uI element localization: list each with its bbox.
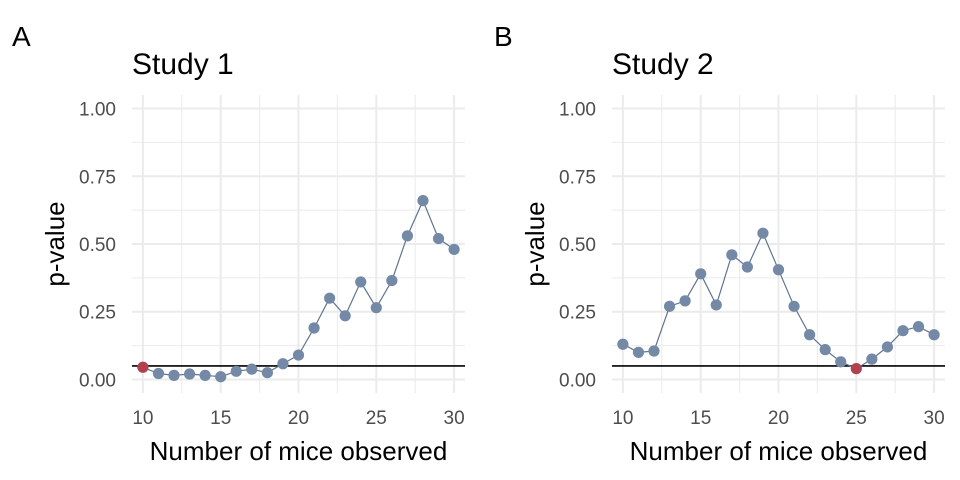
panel-tag: A [12, 21, 31, 52]
x-tick-label: 30 [924, 408, 945, 429]
x-tick-label: 20 [288, 408, 309, 429]
data-point [401, 230, 414, 242]
data-point [230, 365, 242, 377]
data-point [710, 299, 722, 311]
data-point [819, 344, 831, 356]
data-point [881, 341, 894, 353]
data-point [632, 346, 645, 358]
x-tick-label: 25 [366, 408, 387, 429]
data-point [246, 363, 258, 375]
data-point [648, 345, 660, 357]
y-tick-label: 1.00 [559, 100, 596, 121]
data-point [324, 292, 336, 304]
data-point [663, 300, 676, 312]
highlighted-data-point [850, 363, 862, 375]
data-point [308, 322, 320, 334]
data-point [757, 227, 769, 239]
data-point [339, 310, 351, 322]
data-point [928, 329, 940, 341]
x-tick-label: 25 [846, 408, 867, 429]
x-tick-label: 20 [768, 408, 789, 429]
x-tick-label: 10 [612, 408, 633, 429]
y-axis-label: p-value [40, 201, 70, 286]
y-tick-label: 0.25 [559, 303, 596, 324]
highlighted-data-point [137, 361, 149, 373]
data-point [741, 261, 753, 273]
data-point [772, 264, 785, 276]
panel-tag: B [494, 21, 513, 52]
panel-a: 0.00 0.25 0.50 0.75 1.00 10 15 20 25 30 Number of … [12, 21, 465, 466]
grid [132, 95, 465, 393]
data-point [199, 369, 211, 381]
data-point [277, 358, 289, 370]
panel-title: Study 2 [612, 48, 714, 81]
data-point [261, 367, 273, 379]
data-point [386, 274, 398, 287]
y-tick-label: 0.50 [79, 235, 116, 256]
data-point [617, 338, 629, 350]
grid [612, 95, 945, 393]
data-point [432, 232, 445, 245]
data-point [897, 325, 909, 337]
data-point [835, 356, 847, 368]
data-point [355, 276, 367, 288]
data-point [726, 249, 738, 261]
data-point [912, 321, 925, 333]
y-tick-label: 0.75 [79, 167, 116, 188]
y-axis-label: p-value [520, 201, 550, 286]
data-point [183, 368, 196, 380]
y-tick-label: 0.50 [559, 235, 596, 256]
data-point [804, 329, 816, 341]
x-tick-label: 30 [444, 408, 465, 429]
x-tick-label: 15 [210, 408, 231, 429]
x-axis-label: Number of mice observed [150, 436, 448, 466]
panel-title: Study 1 [132, 48, 234, 81]
data-point [866, 353, 878, 365]
data-point [695, 268, 707, 280]
data-point [679, 295, 691, 307]
data-point [788, 300, 800, 312]
y-tick-label: 0.00 [559, 370, 596, 391]
data-point [152, 367, 165, 380]
y-tick-label: 0.75 [559, 167, 596, 188]
data-point [448, 243, 460, 256]
data-point [417, 195, 429, 207]
data-point [215, 371, 227, 383]
y-tick-label: 1.00 [79, 100, 116, 121]
data-point [292, 349, 305, 361]
y-tick-label: 0.00 [79, 370, 116, 391]
x-tick-label: 15 [690, 408, 711, 429]
y-tick-label: 0.25 [79, 303, 116, 324]
panel-b: 0.00 0.25 0.50 0.75 1.00 10 15 20 25 30 Number of … [494, 21, 945, 466]
data-point [168, 369, 180, 381]
x-axis-label: Number of mice observed [630, 436, 928, 466]
x-tick-label: 10 [132, 408, 153, 429]
data-point [370, 302, 382, 314]
